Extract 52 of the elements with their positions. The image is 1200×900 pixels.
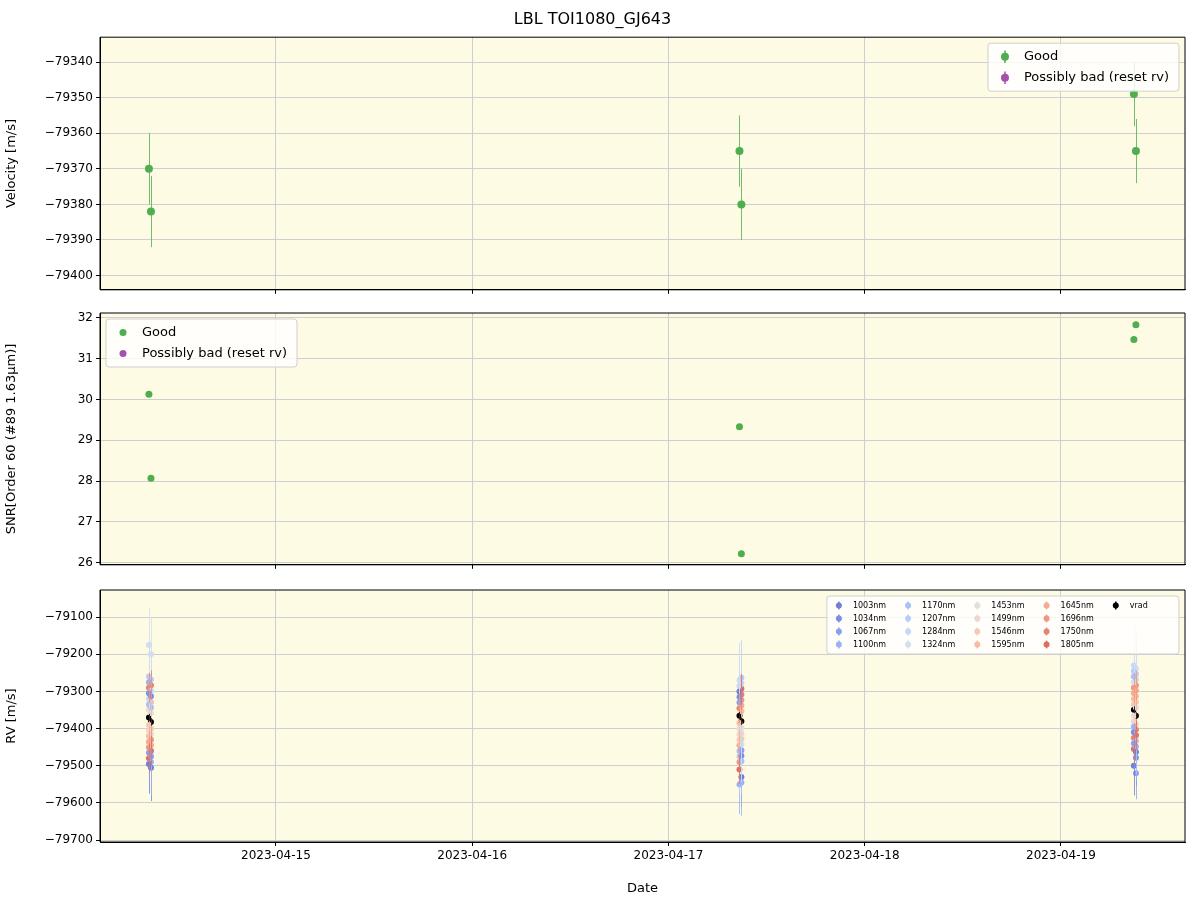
y-tick-label: −79360 [44, 125, 93, 140]
y-tick-label: −79300 [44, 683, 93, 698]
legend-label: 1453nm [991, 600, 1025, 610]
y-tick-label: −79400 [44, 720, 93, 735]
legend-label: Good [142, 323, 177, 339]
chart-title: LBL TOI1080_GJ643 [513, 8, 672, 29]
y-tick-label: −79380 [44, 196, 93, 211]
y-tick-label: −79350 [44, 89, 93, 104]
x-tick-label: 2023-04-17 [633, 848, 704, 863]
y-tick-label: −79400 [44, 267, 93, 282]
y-tick-label: −79500 [44, 757, 93, 772]
y-tick-label: 32 [77, 310, 93, 325]
legend-label: vrad [1129, 600, 1148, 610]
y-tick-label: −79700 [44, 832, 93, 847]
y-axis-title: Velocity [m/s] [3, 118, 19, 209]
legend-label: Possibly bad (reset rv) [142, 344, 288, 360]
legend-label: 1207nm [922, 613, 956, 623]
legend-label: 1100nm [852, 639, 887, 649]
y-tick-label: 28 [77, 473, 93, 488]
legend-label: 1324nm [922, 639, 956, 649]
y-tick-label: 29 [77, 432, 93, 447]
legend-label: 1546nm [991, 626, 1025, 636]
legend-label: 1003nm [852, 600, 887, 610]
legend-label: 1805nm [1060, 639, 1094, 649]
legend-label: 1750nm [1060, 626, 1094, 636]
y-tick-label: −79370 [44, 160, 93, 175]
x-axis-title: Date [626, 879, 659, 895]
legend-label: 1034nm [852, 613, 887, 623]
y-tick-label: 26 [77, 554, 93, 569]
x-tick-label: 2023-04-16 [437, 848, 508, 863]
y-tick-label: −79390 [44, 232, 93, 247]
y-tick-label: −79600 [44, 795, 93, 810]
x-tick-label: 2023-04-19 [1026, 848, 1096, 863]
y-tick-label: −79200 [44, 646, 93, 661]
legend-label: 1284nm [922, 626, 956, 636]
x-tick-label: 2023-04-18 [829, 848, 900, 863]
legend-label: 1696nm [1060, 613, 1094, 623]
legend-label: 1645nm [1060, 600, 1094, 610]
y-tick-label: 31 [77, 350, 93, 365]
y-axis-title: SNR[Order 60 (#89 1.63μm)] [3, 343, 19, 535]
y-axis-title: RV [m/s] [3, 688, 19, 744]
legend-label: 1170nm [922, 600, 956, 610]
legend-label: 1067nm [852, 626, 887, 636]
legend-label: Possibly bad (reset rv) [1023, 69, 1170, 85]
y-tick-label: −79340 [44, 54, 93, 69]
legend-label: 1595nm [991, 639, 1025, 649]
y-tick-label: −79100 [44, 609, 93, 624]
legend-label: Good [1023, 48, 1059, 64]
y-tick-label: 27 [77, 514, 93, 529]
x-tick-label: 2023-04-15 [241, 848, 311, 863]
y-tick-label: 30 [77, 391, 93, 406]
legend-label: 1499nm [991, 613, 1025, 623]
